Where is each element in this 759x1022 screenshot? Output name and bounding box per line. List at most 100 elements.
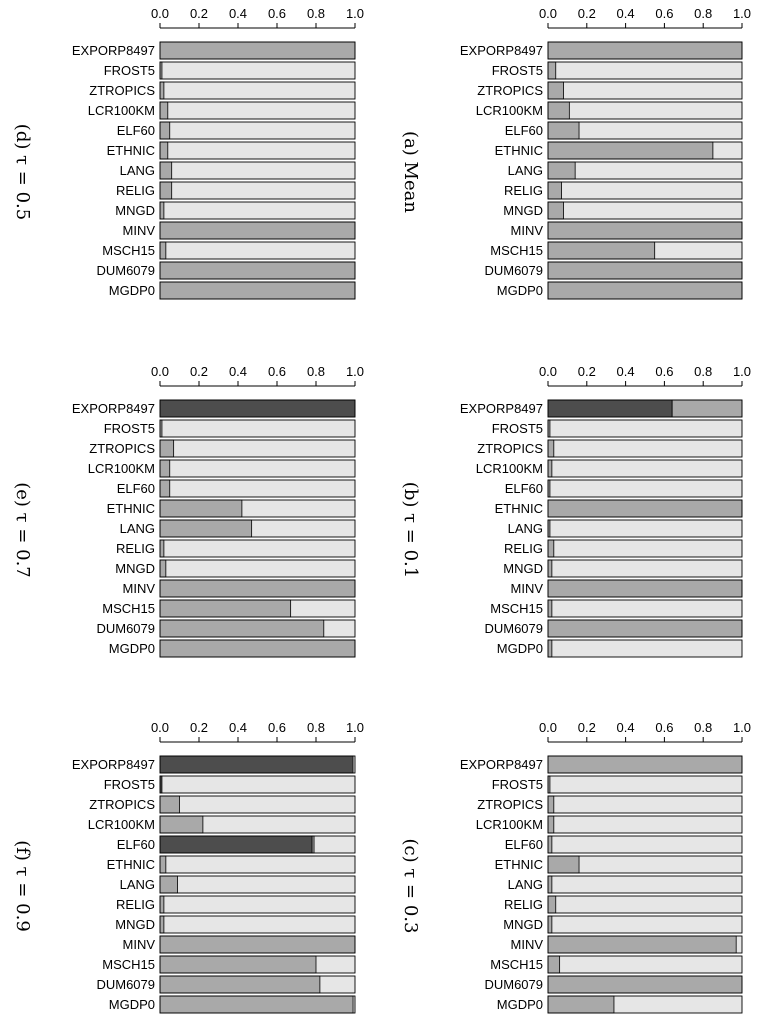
category-label: ZTROPICS: [89, 83, 155, 98]
bar-medium-segment: [547, 875, 553, 894]
bar-medium-segment: [547, 141, 714, 160]
bar-outline: [547, 161, 743, 180]
x-tick-label: 0.2: [190, 720, 208, 735]
x-tick-label: 1.0: [346, 720, 364, 735]
bar-background: [548, 640, 742, 657]
bar-background: [548, 916, 742, 933]
bar-medium-segment: [547, 439, 555, 458]
bar-outline: [159, 439, 356, 458]
bar-outline: [547, 81, 743, 100]
x-tick-label: 0.2: [578, 6, 596, 21]
category-label: ETHNIC: [107, 143, 155, 158]
x-tick-label: 1.0: [733, 6, 751, 21]
bar-medium-segment: [159, 975, 321, 994]
category-label: ETHNIC: [495, 501, 543, 516]
bar-medium-segment: [159, 41, 356, 60]
bar-outline: [159, 261, 356, 280]
bar-outline: [159, 755, 356, 774]
bar-outline: [547, 559, 743, 578]
bar-background: [160, 142, 355, 159]
bar-medium-segment: [547, 935, 737, 954]
bar-medium-segment: [159, 181, 173, 200]
bar-medium-segment: [159, 579, 356, 598]
bar-background: [548, 600, 742, 617]
bar-background: [548, 420, 742, 437]
category-label: LCR100KM: [476, 461, 543, 476]
bar-medium-segment: [547, 815, 555, 834]
bar-medium-segment: [159, 935, 356, 954]
bar-medium-segment: [159, 81, 165, 100]
bar-outline: [547, 439, 743, 458]
category-label: RELIG: [504, 183, 543, 198]
bar-background: [548, 102, 742, 119]
panel-title: (d) τ = 0.5: [12, 124, 33, 220]
bar-medium-segment: [547, 599, 553, 618]
category-label: ELF60: [117, 481, 155, 496]
bar-medium-segment: [159, 895, 165, 914]
category-label: RELIG: [504, 541, 543, 556]
category-label: RELIG: [116, 897, 155, 912]
category-label: MINV: [511, 223, 544, 238]
category-label: LANG: [508, 521, 543, 536]
x-tick-label: 0.0: [539, 364, 557, 379]
bar-background: [548, 956, 742, 973]
category-label: LANG: [120, 521, 155, 536]
bar-medium-segment: [547, 975, 743, 994]
bar-outline: [547, 539, 743, 558]
bar-medium-segment: [547, 915, 553, 934]
category-label: EXPORP8497: [72, 43, 155, 58]
bar-outline: [547, 459, 743, 478]
bar-background: [160, 242, 355, 259]
x-tick-label: 0.0: [151, 364, 169, 379]
bar-background: [160, 916, 355, 933]
bar-medium-segment: [547, 81, 564, 100]
bar-medium-segment: [159, 995, 354, 1014]
bar-medium-segment: [159, 261, 356, 280]
category-label: MINV: [123, 581, 156, 596]
bar-medium-segment: [159, 955, 317, 974]
bar-medium-segment: [547, 161, 576, 180]
bar-background: [160, 460, 355, 477]
category-label: FROST5: [492, 777, 543, 792]
category-label: ETHNIC: [107, 501, 155, 516]
bar-background: [548, 816, 742, 833]
category-label: DUM6079: [484, 977, 543, 992]
category-label: ZTROPICS: [477, 797, 543, 812]
category-label: ZTROPICS: [89, 797, 155, 812]
bar-outline: [547, 241, 743, 260]
category-label: MGDP0: [109, 641, 155, 656]
bar-outline: [159, 539, 356, 558]
category-label: MNGD: [115, 203, 155, 218]
category-label: DUM6079: [484, 263, 543, 278]
category-label: ELF60: [505, 837, 543, 852]
bar-background: [160, 776, 355, 793]
bar-medium-segment: [159, 141, 169, 160]
bar-background: [548, 202, 742, 219]
bar-outline: [547, 995, 743, 1014]
bar-dark-segment: [159, 755, 354, 774]
bar-background: [548, 540, 742, 557]
bar-medium-segment: [159, 875, 178, 894]
bar-medium-segment: [159, 221, 356, 240]
category-label: FROST5: [104, 63, 155, 78]
bar-medium-segment: [159, 439, 175, 458]
category-label: LANG: [120, 877, 155, 892]
x-tick-label: 0.6: [655, 364, 673, 379]
bar-medium-segment: [159, 201, 165, 220]
category-label: MGDP0: [109, 997, 155, 1012]
bar-background: [548, 440, 742, 457]
panel-title: (e) τ = 0.7: [12, 482, 33, 578]
x-tick-label: 0.6: [655, 6, 673, 21]
category-label: EXPORP8497: [460, 43, 543, 58]
bar-background: [160, 560, 355, 577]
bar-outline: [547, 201, 743, 220]
category-label: MSCH15: [102, 957, 155, 972]
bar-medium-segment: [159, 479, 171, 498]
bar-medium-segment: [547, 459, 553, 478]
bar-outline: [159, 221, 356, 240]
bar-outline: [159, 975, 356, 994]
bar-outline: [159, 619, 356, 638]
bar-background: [548, 82, 742, 99]
bar-background: [160, 796, 355, 813]
category-label: ZTROPICS: [89, 441, 155, 456]
